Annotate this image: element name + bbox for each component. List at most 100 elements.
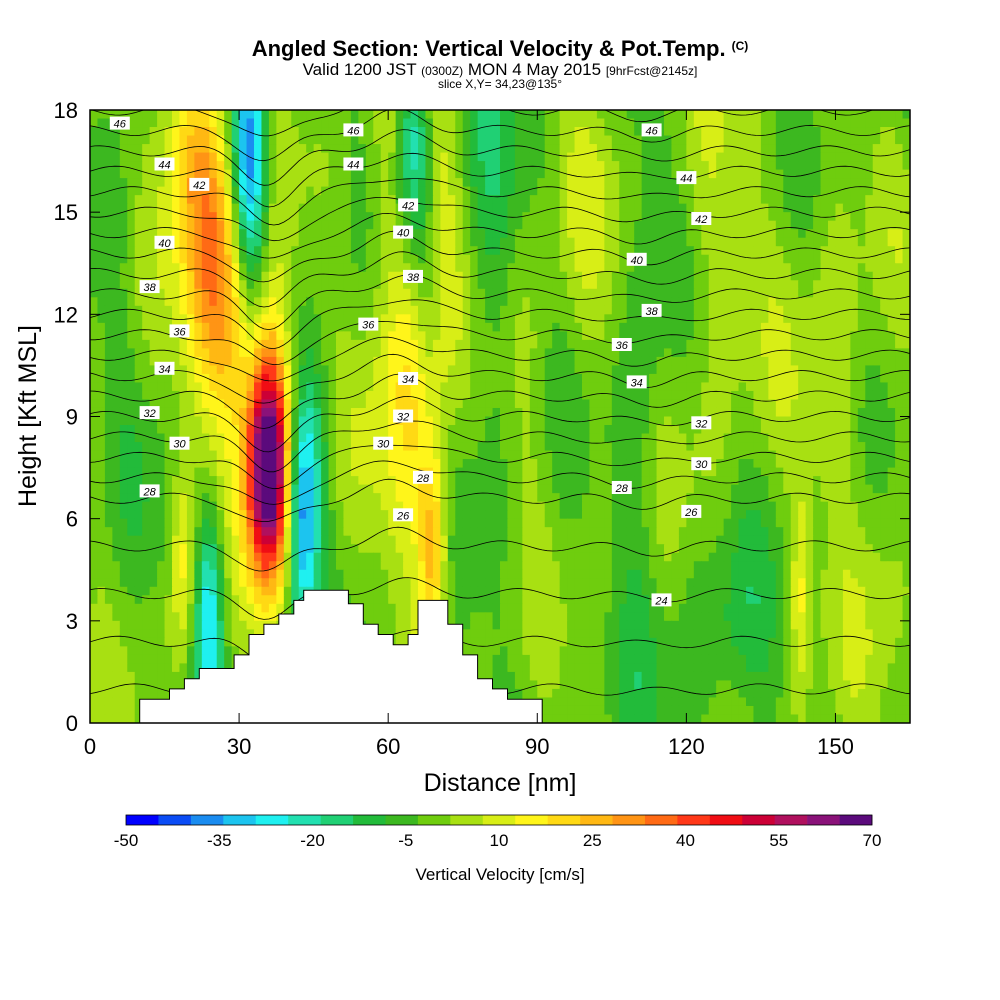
velocity-cell	[343, 169, 352, 179]
velocity-cell	[589, 484, 598, 494]
velocity-cell	[455, 195, 464, 205]
velocity-cell	[902, 246, 910, 256]
velocity-cell	[768, 203, 777, 213]
velocity-cell	[686, 135, 695, 145]
velocity-cell	[194, 365, 203, 375]
velocity-cell	[112, 127, 121, 137]
velocity-cell	[671, 433, 680, 443]
velocity-cell	[537, 339, 546, 349]
velocity-cell	[403, 254, 412, 264]
velocity-cell	[127, 331, 136, 341]
velocity-cell	[656, 135, 665, 145]
velocity-cell	[760, 476, 769, 486]
velocity-cell	[582, 127, 591, 137]
velocity-cell	[671, 237, 680, 247]
velocity-cell	[134, 314, 143, 324]
velocity-cell	[783, 450, 792, 460]
velocity-cell	[686, 152, 695, 162]
velocity-cell	[805, 288, 814, 298]
velocity-cell	[604, 416, 613, 426]
velocity-cell	[231, 118, 240, 128]
velocity-cell	[485, 331, 494, 341]
velocity-cell	[149, 450, 158, 460]
velocity-cell	[619, 382, 628, 392]
velocity-cell	[104, 220, 113, 230]
velocity-cell	[343, 390, 352, 401]
velocity-cell	[552, 390, 561, 401]
velocity-cell	[798, 195, 807, 205]
velocity-cell	[403, 382, 412, 392]
velocity-cell	[656, 220, 665, 230]
velocity-cell	[805, 212, 814, 222]
velocity-cell	[611, 476, 620, 486]
velocity-cell	[268, 314, 277, 324]
velocity-cell	[134, 365, 143, 375]
velocity-cell	[388, 450, 397, 460]
velocity-cell	[656, 280, 665, 290]
velocity-cell	[395, 237, 404, 247]
velocity-cell	[678, 305, 687, 315]
velocity-cell	[186, 348, 195, 358]
velocity-cell	[514, 339, 523, 349]
velocity-cell	[268, 144, 277, 154]
velocity-cell	[268, 348, 277, 358]
velocity-cell	[194, 271, 203, 281]
velocity-cell	[261, 390, 270, 401]
velocity-cell	[887, 152, 896, 162]
velocity-cell	[768, 263, 777, 273]
velocity-cell	[328, 348, 337, 358]
velocity-cell	[768, 288, 777, 298]
velocity-cell	[507, 314, 516, 324]
velocity-cell	[865, 271, 874, 281]
velocity-cell	[164, 450, 173, 460]
velocity-cell	[313, 203, 322, 213]
velocity-cell	[649, 186, 658, 196]
velocity-cell	[641, 280, 650, 290]
velocity-cell	[403, 348, 412, 358]
velocity-cell	[522, 237, 531, 247]
velocity-cell	[365, 433, 374, 443]
velocity-cell	[194, 237, 203, 247]
velocity-cell	[201, 390, 210, 401]
velocity-cell	[753, 373, 762, 384]
velocity-cell	[216, 135, 225, 145]
velocity-cell	[350, 416, 359, 426]
velocity-cell	[850, 416, 859, 426]
velocity-cell	[857, 407, 866, 418]
velocity-cell	[664, 203, 673, 213]
velocity-cell	[119, 263, 128, 273]
velocity-cell	[708, 195, 717, 205]
velocity-cell	[343, 237, 352, 247]
velocity-cell	[462, 135, 471, 145]
velocity-cell	[522, 263, 531, 273]
velocity-cell	[537, 195, 546, 205]
velocity-cell	[716, 144, 725, 154]
velocity-cell	[365, 484, 374, 494]
velocity-cell	[805, 186, 814, 196]
velocity-cell	[172, 169, 181, 179]
velocity-cell	[142, 152, 151, 162]
velocity-cell	[455, 314, 464, 324]
velocity-cell	[567, 237, 576, 247]
velocity-cell	[760, 212, 769, 222]
velocity-cell	[97, 246, 106, 256]
velocity-cell	[350, 433, 359, 443]
velocity-cell	[857, 425, 866, 435]
velocity-cell	[537, 390, 546, 401]
velocity-cell	[283, 118, 292, 128]
velocity-cell	[224, 186, 233, 196]
velocity-cell	[268, 169, 277, 179]
velocity-cell	[462, 459, 471, 469]
velocity-cell	[529, 476, 538, 486]
velocity-cell	[492, 212, 501, 222]
velocity-cell	[567, 314, 576, 324]
velocity-cell	[104, 459, 113, 469]
velocity-cell	[164, 110, 173, 120]
velocity-cell	[820, 161, 829, 171]
velocity-cell	[865, 161, 874, 171]
velocity-cell	[529, 322, 538, 332]
velocity-cell	[462, 322, 471, 332]
velocity-cell	[440, 331, 449, 341]
velocity-cell	[872, 390, 881, 401]
velocity-cell	[470, 186, 479, 196]
